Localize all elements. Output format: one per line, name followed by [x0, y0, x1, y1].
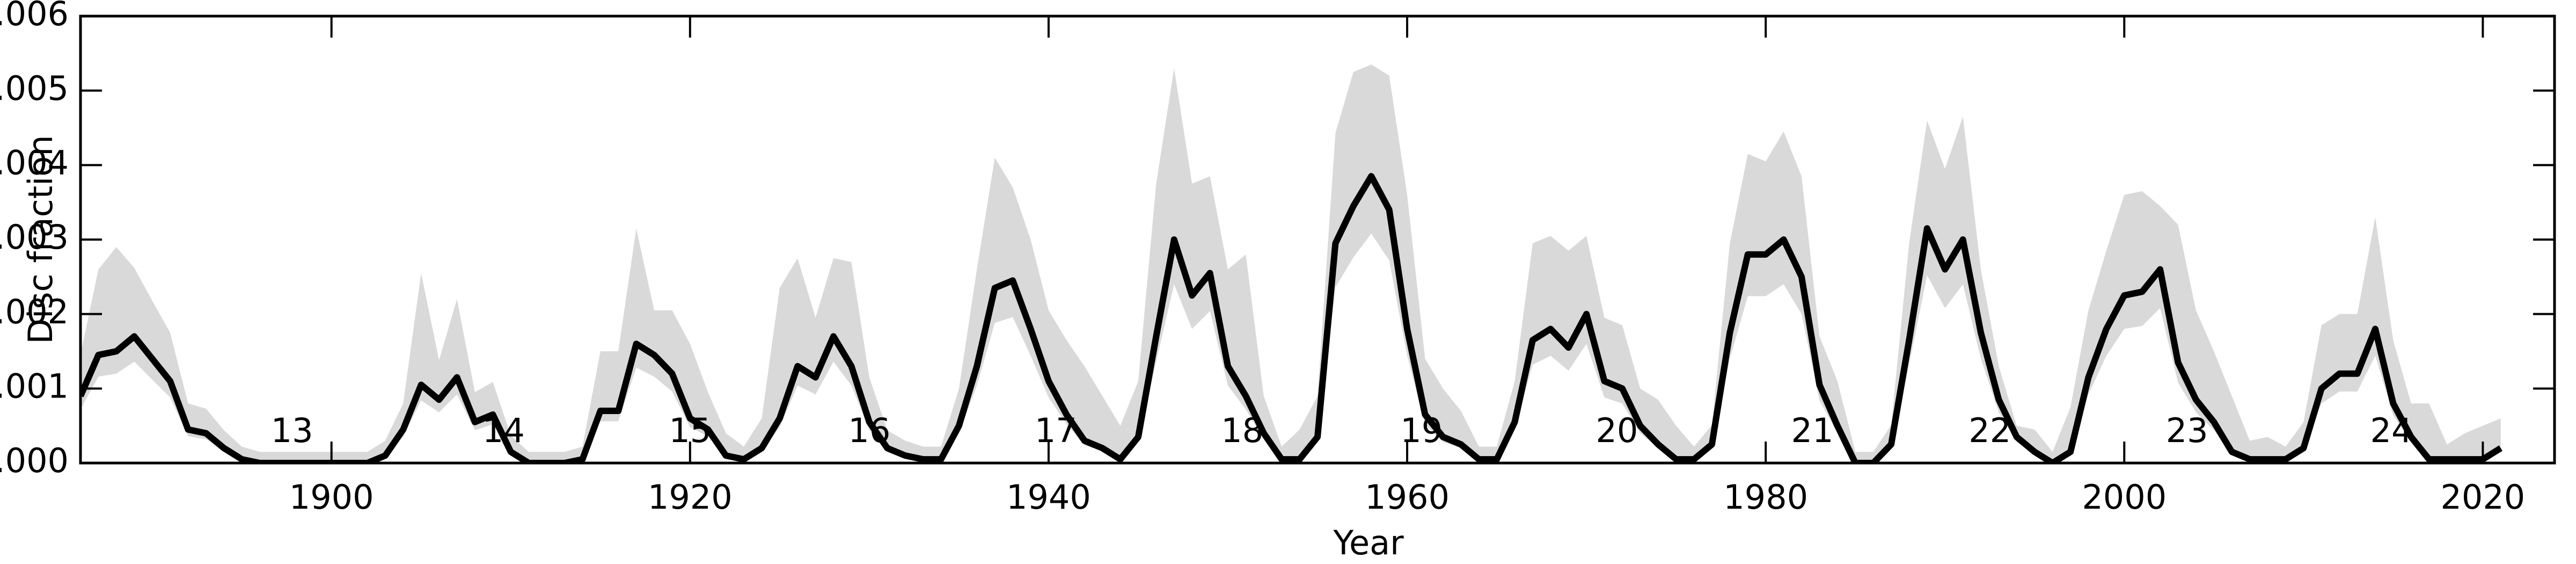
cycle-label: 18	[1221, 411, 1263, 450]
x-tick-label: 1940	[1006, 478, 1091, 517]
cycle-label: 20	[1596, 411, 1638, 450]
y-tick-label: 0.001	[0, 366, 69, 406]
y-tick-label: 0.002	[0, 292, 69, 331]
y-tick-label: 0.000	[0, 441, 69, 480]
cycle-label: 21	[1791, 411, 1834, 450]
cycle-label: 13	[271, 411, 313, 450]
x-axis-title: Year	[1333, 523, 1404, 562]
x-tick-label: 1900	[289, 478, 374, 517]
data-line	[80, 173, 2502, 463]
cycle-label: 14	[482, 411, 525, 450]
y-tick-label: 0.004	[0, 143, 69, 182]
cycle-label: 17	[1035, 411, 1077, 450]
cycle-label: 24	[2370, 411, 2413, 450]
x-tick-label: 1960	[1365, 478, 1450, 517]
x-tick-label: 2000	[2082, 478, 2167, 517]
range-band	[80, 64, 2501, 463]
y-axis-title: Disc fraction	[21, 135, 60, 344]
x-tick-label: 1920	[648, 478, 733, 517]
y-tick-label: 0.003	[0, 218, 69, 257]
x-tick-label: 1980	[1723, 478, 1808, 517]
y-tick-label: 0.005	[0, 69, 69, 108]
plot-frame	[79, 15, 2556, 465]
cycle-label: 23	[2166, 411, 2208, 450]
cycle-label: 16	[848, 411, 890, 450]
y-tick-label: 0.006	[0, 0, 69, 33]
x-tick-label: 2020	[2440, 478, 2525, 517]
cycle-label: 22	[1968, 411, 2011, 450]
